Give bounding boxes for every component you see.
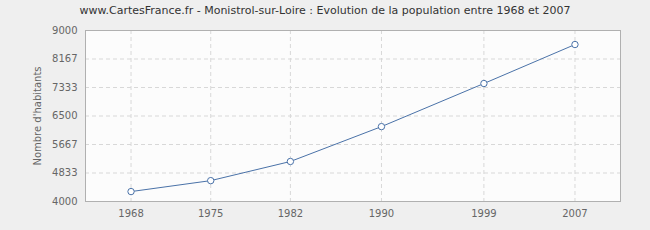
svg-text:7333: 7333: [52, 82, 77, 93]
svg-text:8167: 8167: [52, 53, 77, 64]
svg-text:9000: 9000: [52, 25, 77, 36]
svg-text:1999: 1999: [471, 208, 496, 219]
svg-text:Nombre d'habitants: Nombre d'habitants: [32, 66, 43, 165]
svg-text:4000: 4000: [52, 196, 77, 207]
html-text:www.CartesFrance.fr - Monistro: www.CartesFrance.fr - Monistrol-sur-Loir…: [79, 4, 571, 17]
svg-text:1990: 1990: [369, 208, 394, 219]
svg-text:1975: 1975: [198, 208, 223, 219]
svg-text:4833: 4833: [52, 167, 77, 178]
svg-text:6500: 6500: [52, 110, 77, 121]
svg-text:1968: 1968: [118, 208, 143, 219]
svg-text:2007: 2007: [562, 208, 587, 219]
svg-text:5667: 5667: [52, 139, 77, 150]
svg-text:1982: 1982: [278, 208, 303, 219]
